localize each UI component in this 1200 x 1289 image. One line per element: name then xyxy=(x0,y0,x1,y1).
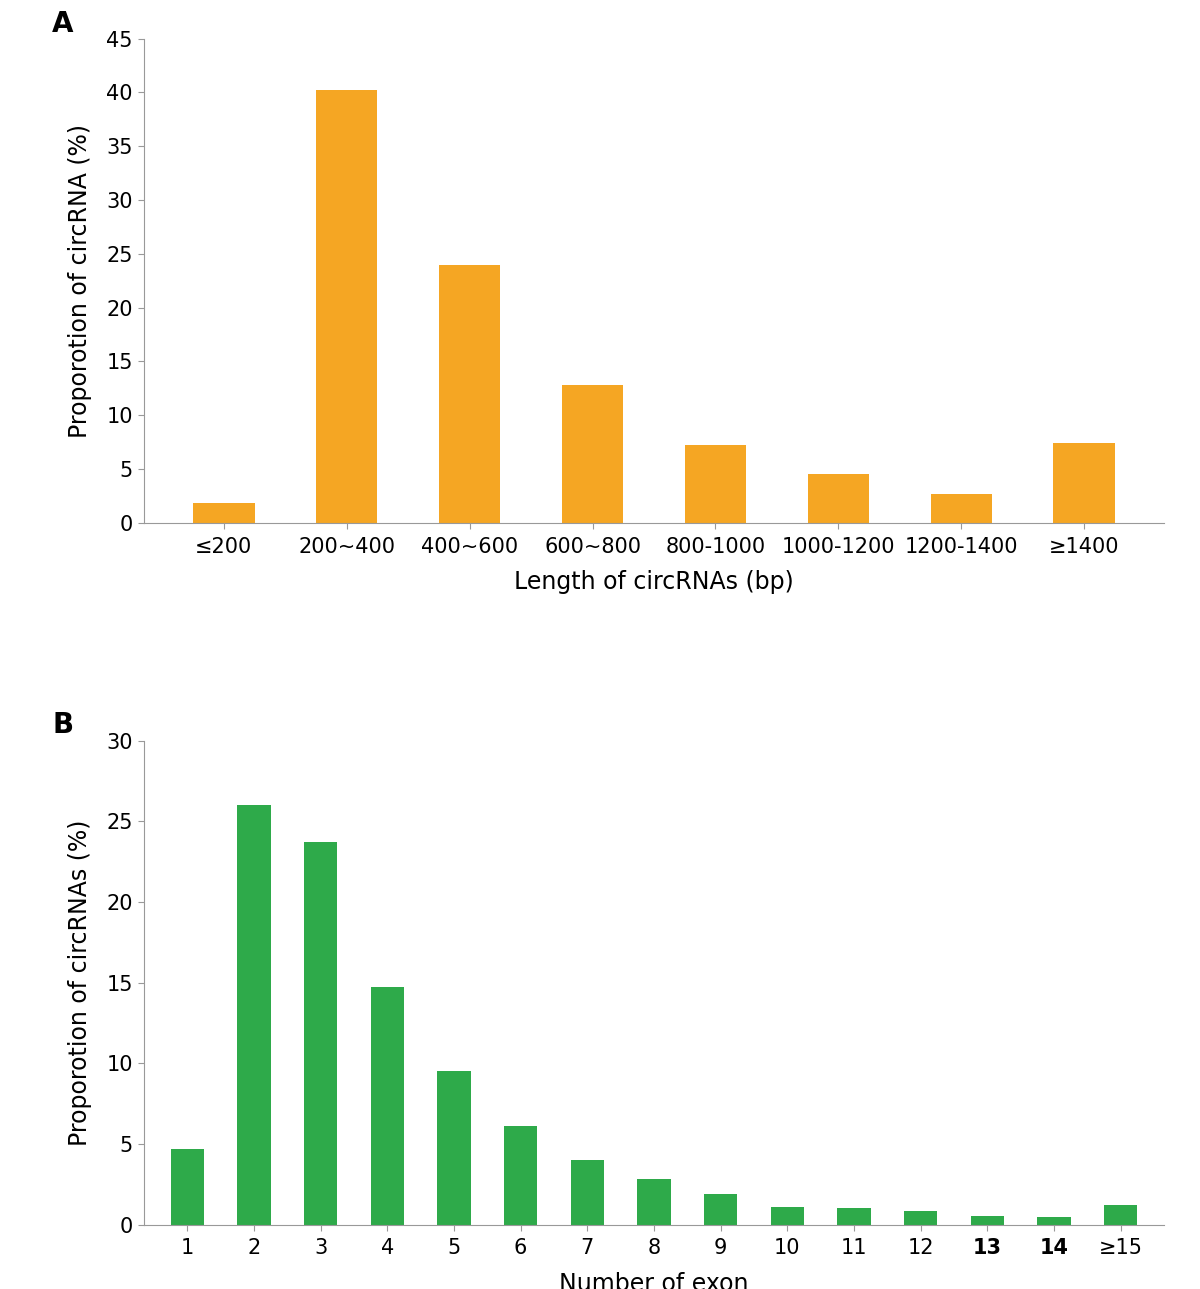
Bar xyxy=(562,385,623,523)
Bar xyxy=(439,264,500,523)
Bar xyxy=(1054,443,1115,523)
Bar xyxy=(170,1148,204,1225)
Bar xyxy=(1104,1205,1138,1225)
Bar xyxy=(904,1210,937,1225)
Bar xyxy=(930,494,992,523)
Y-axis label: Proporotion of circRNA (%): Proporotion of circRNA (%) xyxy=(68,124,92,438)
Bar xyxy=(371,987,404,1225)
Bar xyxy=(504,1127,538,1225)
Bar xyxy=(1037,1217,1070,1225)
X-axis label: Number of exon: Number of exon xyxy=(559,1272,749,1289)
Text: A: A xyxy=(53,9,73,37)
Bar xyxy=(637,1179,671,1225)
Bar xyxy=(571,1160,604,1225)
Text: B: B xyxy=(53,712,73,740)
Bar xyxy=(304,842,337,1225)
Bar xyxy=(316,90,378,523)
Bar xyxy=(193,503,254,523)
Bar xyxy=(437,1071,470,1225)
Bar xyxy=(971,1216,1004,1225)
Bar xyxy=(704,1194,737,1225)
Y-axis label: Proporotion of circRNAs (%): Proporotion of circRNAs (%) xyxy=(68,820,92,1146)
Bar xyxy=(685,445,746,523)
Bar xyxy=(238,806,271,1225)
Bar xyxy=(770,1207,804,1225)
Bar xyxy=(838,1208,871,1225)
Bar xyxy=(808,474,869,523)
X-axis label: Length of circRNAs (bp): Length of circRNAs (bp) xyxy=(514,571,794,594)
